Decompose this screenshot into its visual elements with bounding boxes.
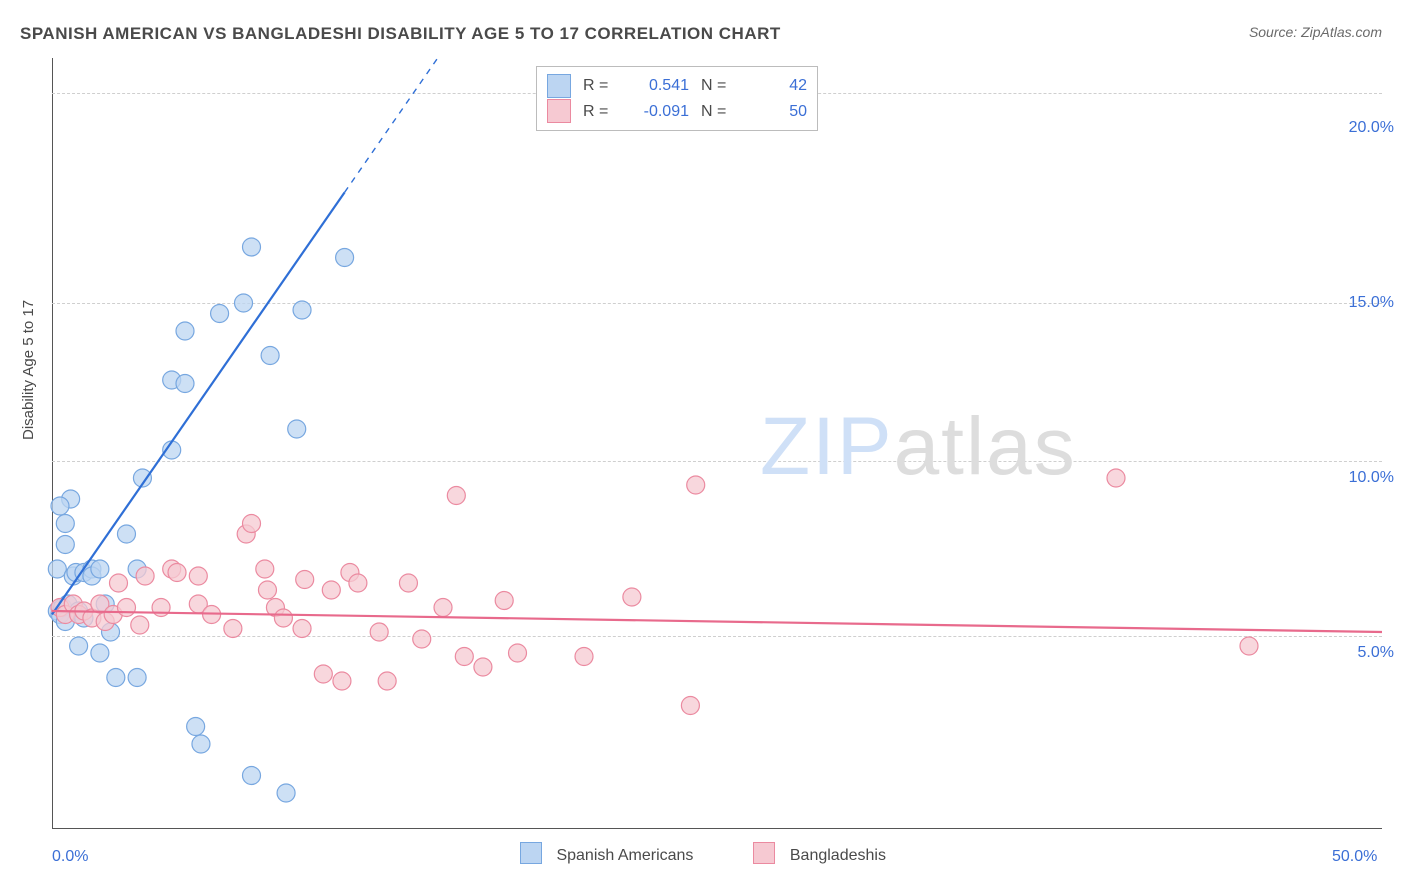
data-point bbox=[509, 644, 527, 662]
data-point bbox=[56, 536, 74, 554]
data-point bbox=[333, 672, 351, 690]
stats-r-value-2: -0.091 bbox=[625, 99, 689, 125]
data-point bbox=[128, 669, 146, 687]
data-point bbox=[495, 592, 513, 610]
stats-row-series-2: R = -0.091 N = 50 bbox=[547, 99, 807, 125]
legend-swatch-series-2 bbox=[753, 842, 775, 864]
data-point bbox=[434, 599, 452, 617]
data-point bbox=[1240, 637, 1258, 655]
data-point bbox=[176, 322, 194, 340]
data-point bbox=[235, 294, 253, 312]
legend-item-series-1: Spanish Americans bbox=[520, 842, 693, 865]
legend-label-series-2: Bangladeshis bbox=[790, 847, 886, 864]
chart-title: SPANISH AMERICAN VS BANGLADESHI DISABILI… bbox=[20, 24, 781, 44]
data-point bbox=[623, 588, 641, 606]
data-point bbox=[447, 487, 465, 505]
x-axis-line bbox=[52, 828, 1382, 829]
data-point bbox=[192, 735, 210, 753]
data-point bbox=[322, 581, 340, 599]
stats-r-label-1: R = bbox=[583, 73, 613, 99]
data-point bbox=[131, 616, 149, 634]
stats-swatch-series-2 bbox=[547, 99, 571, 123]
data-point bbox=[243, 767, 261, 785]
stats-swatch-series-1 bbox=[547, 74, 571, 98]
stats-r-label-2: R = bbox=[583, 99, 613, 125]
trend-line bbox=[345, 58, 438, 192]
data-point bbox=[399, 574, 417, 592]
data-point bbox=[189, 567, 207, 585]
data-point bbox=[274, 609, 292, 627]
data-point bbox=[107, 669, 125, 687]
data-point bbox=[243, 238, 261, 256]
data-point bbox=[293, 301, 311, 319]
data-point bbox=[413, 630, 431, 648]
data-point bbox=[575, 648, 593, 666]
data-point bbox=[48, 560, 66, 578]
data-point bbox=[261, 347, 279, 365]
data-point bbox=[224, 620, 242, 638]
data-point bbox=[51, 497, 69, 515]
data-point bbox=[168, 564, 186, 582]
trend-line bbox=[52, 192, 345, 614]
data-point bbox=[687, 476, 705, 494]
legend-item-series-2: Bangladeshis bbox=[753, 842, 886, 865]
data-point bbox=[314, 665, 332, 683]
x-tick-label: 50.0% bbox=[1332, 848, 1377, 866]
data-point bbox=[474, 658, 492, 676]
x-tick-label: 0.0% bbox=[52, 848, 88, 866]
data-point bbox=[277, 784, 295, 802]
legend-swatch-series-1 bbox=[520, 842, 542, 864]
y-axis-label: Disability Age 5 to 17 bbox=[20, 300, 37, 440]
data-point bbox=[117, 599, 135, 617]
data-point bbox=[176, 375, 194, 393]
stats-legend-box: R = 0.541 N = 42 R = -0.091 N = 50 bbox=[536, 66, 818, 131]
chart-container: SPANISH AMERICAN VS BANGLADESHI DISABILI… bbox=[0, 0, 1406, 892]
source-attribution: Source: ZipAtlas.com bbox=[1249, 24, 1382, 40]
data-point bbox=[370, 623, 388, 641]
stats-n-label-2: N = bbox=[701, 99, 731, 125]
data-point bbox=[336, 249, 354, 267]
data-point bbox=[378, 672, 396, 690]
scatter-plot bbox=[52, 58, 1382, 828]
data-point bbox=[110, 574, 128, 592]
data-point bbox=[288, 420, 306, 438]
data-point bbox=[211, 305, 229, 323]
stats-n-value-2: 50 bbox=[743, 99, 807, 125]
data-point bbox=[455, 648, 473, 666]
data-point bbox=[70, 637, 88, 655]
legend-bottom: Spanish Americans Bangladeshis bbox=[520, 842, 886, 865]
data-point bbox=[1107, 469, 1125, 487]
data-point bbox=[349, 574, 367, 592]
data-point bbox=[187, 718, 205, 736]
data-point bbox=[136, 567, 154, 585]
data-point bbox=[681, 697, 699, 715]
stats-r-value-1: 0.541 bbox=[625, 73, 689, 99]
trend-line bbox=[52, 611, 1382, 632]
data-point bbox=[256, 560, 274, 578]
data-point bbox=[296, 571, 314, 589]
data-point bbox=[91, 560, 109, 578]
data-point bbox=[117, 525, 135, 543]
stats-row-series-1: R = 0.541 N = 42 bbox=[547, 73, 807, 99]
data-point bbox=[56, 515, 74, 533]
data-point bbox=[91, 644, 109, 662]
data-point bbox=[243, 515, 261, 533]
stats-n-label-1: N = bbox=[701, 73, 731, 99]
data-point bbox=[258, 581, 276, 599]
data-point bbox=[293, 620, 311, 638]
stats-n-value-1: 42 bbox=[743, 73, 807, 99]
legend-label-series-1: Spanish Americans bbox=[556, 847, 693, 864]
